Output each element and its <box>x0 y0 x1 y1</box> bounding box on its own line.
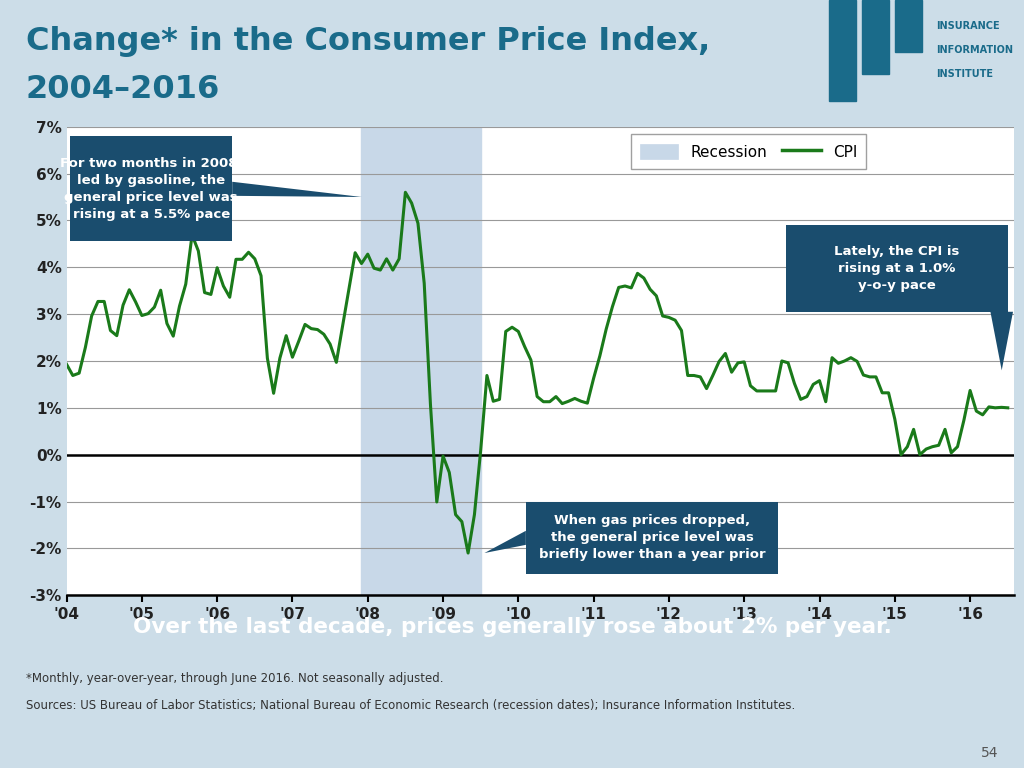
Bar <box>862 0 889 74</box>
Text: Lately, the CPI is
rising at a 1.0%
y-o-y pace: Lately, the CPI is rising at a 1.0% y-o-… <box>834 245 959 292</box>
Polygon shape <box>232 182 361 197</box>
Text: *Monthly, year-over-year, through June 2016. Not seasonally adjusted.: *Monthly, year-over-year, through June 2… <box>26 672 443 685</box>
Bar <box>895 0 923 52</box>
Text: Change* in the Consumer Price Index,: Change* in the Consumer Price Index, <box>26 26 710 57</box>
FancyBboxPatch shape <box>71 136 232 241</box>
Text: INSURANCE: INSURANCE <box>936 22 999 31</box>
Text: For two months in 2008,
led by gasoline, the
general price level was
rising at a: For two months in 2008, led by gasoline,… <box>60 157 243 220</box>
Text: 54: 54 <box>981 746 998 760</box>
Text: INSTITUTE: INSTITUTE <box>936 69 993 79</box>
Text: Over the last decade, prices generally rose about 2% per year.: Over the last decade, prices generally r… <box>132 617 892 637</box>
Text: Sources: US Bureau of Labor Statistics; National Bureau of Economic Research (re: Sources: US Bureau of Labor Statistics; … <box>26 699 795 712</box>
Text: 2004–2016: 2004–2016 <box>26 74 220 104</box>
Legend: Recession, CPI: Recession, CPI <box>631 134 866 169</box>
Text: When gas prices dropped,
the general price level was
briefly lower than a year p: When gas prices dropped, the general pri… <box>539 515 765 561</box>
FancyBboxPatch shape <box>785 225 1008 312</box>
Polygon shape <box>484 531 526 553</box>
FancyBboxPatch shape <box>526 502 778 574</box>
Text: INFORMATION: INFORMATION <box>936 45 1013 55</box>
Bar <box>361 127 480 595</box>
Bar <box>829 0 856 101</box>
Polygon shape <box>990 312 1013 370</box>
